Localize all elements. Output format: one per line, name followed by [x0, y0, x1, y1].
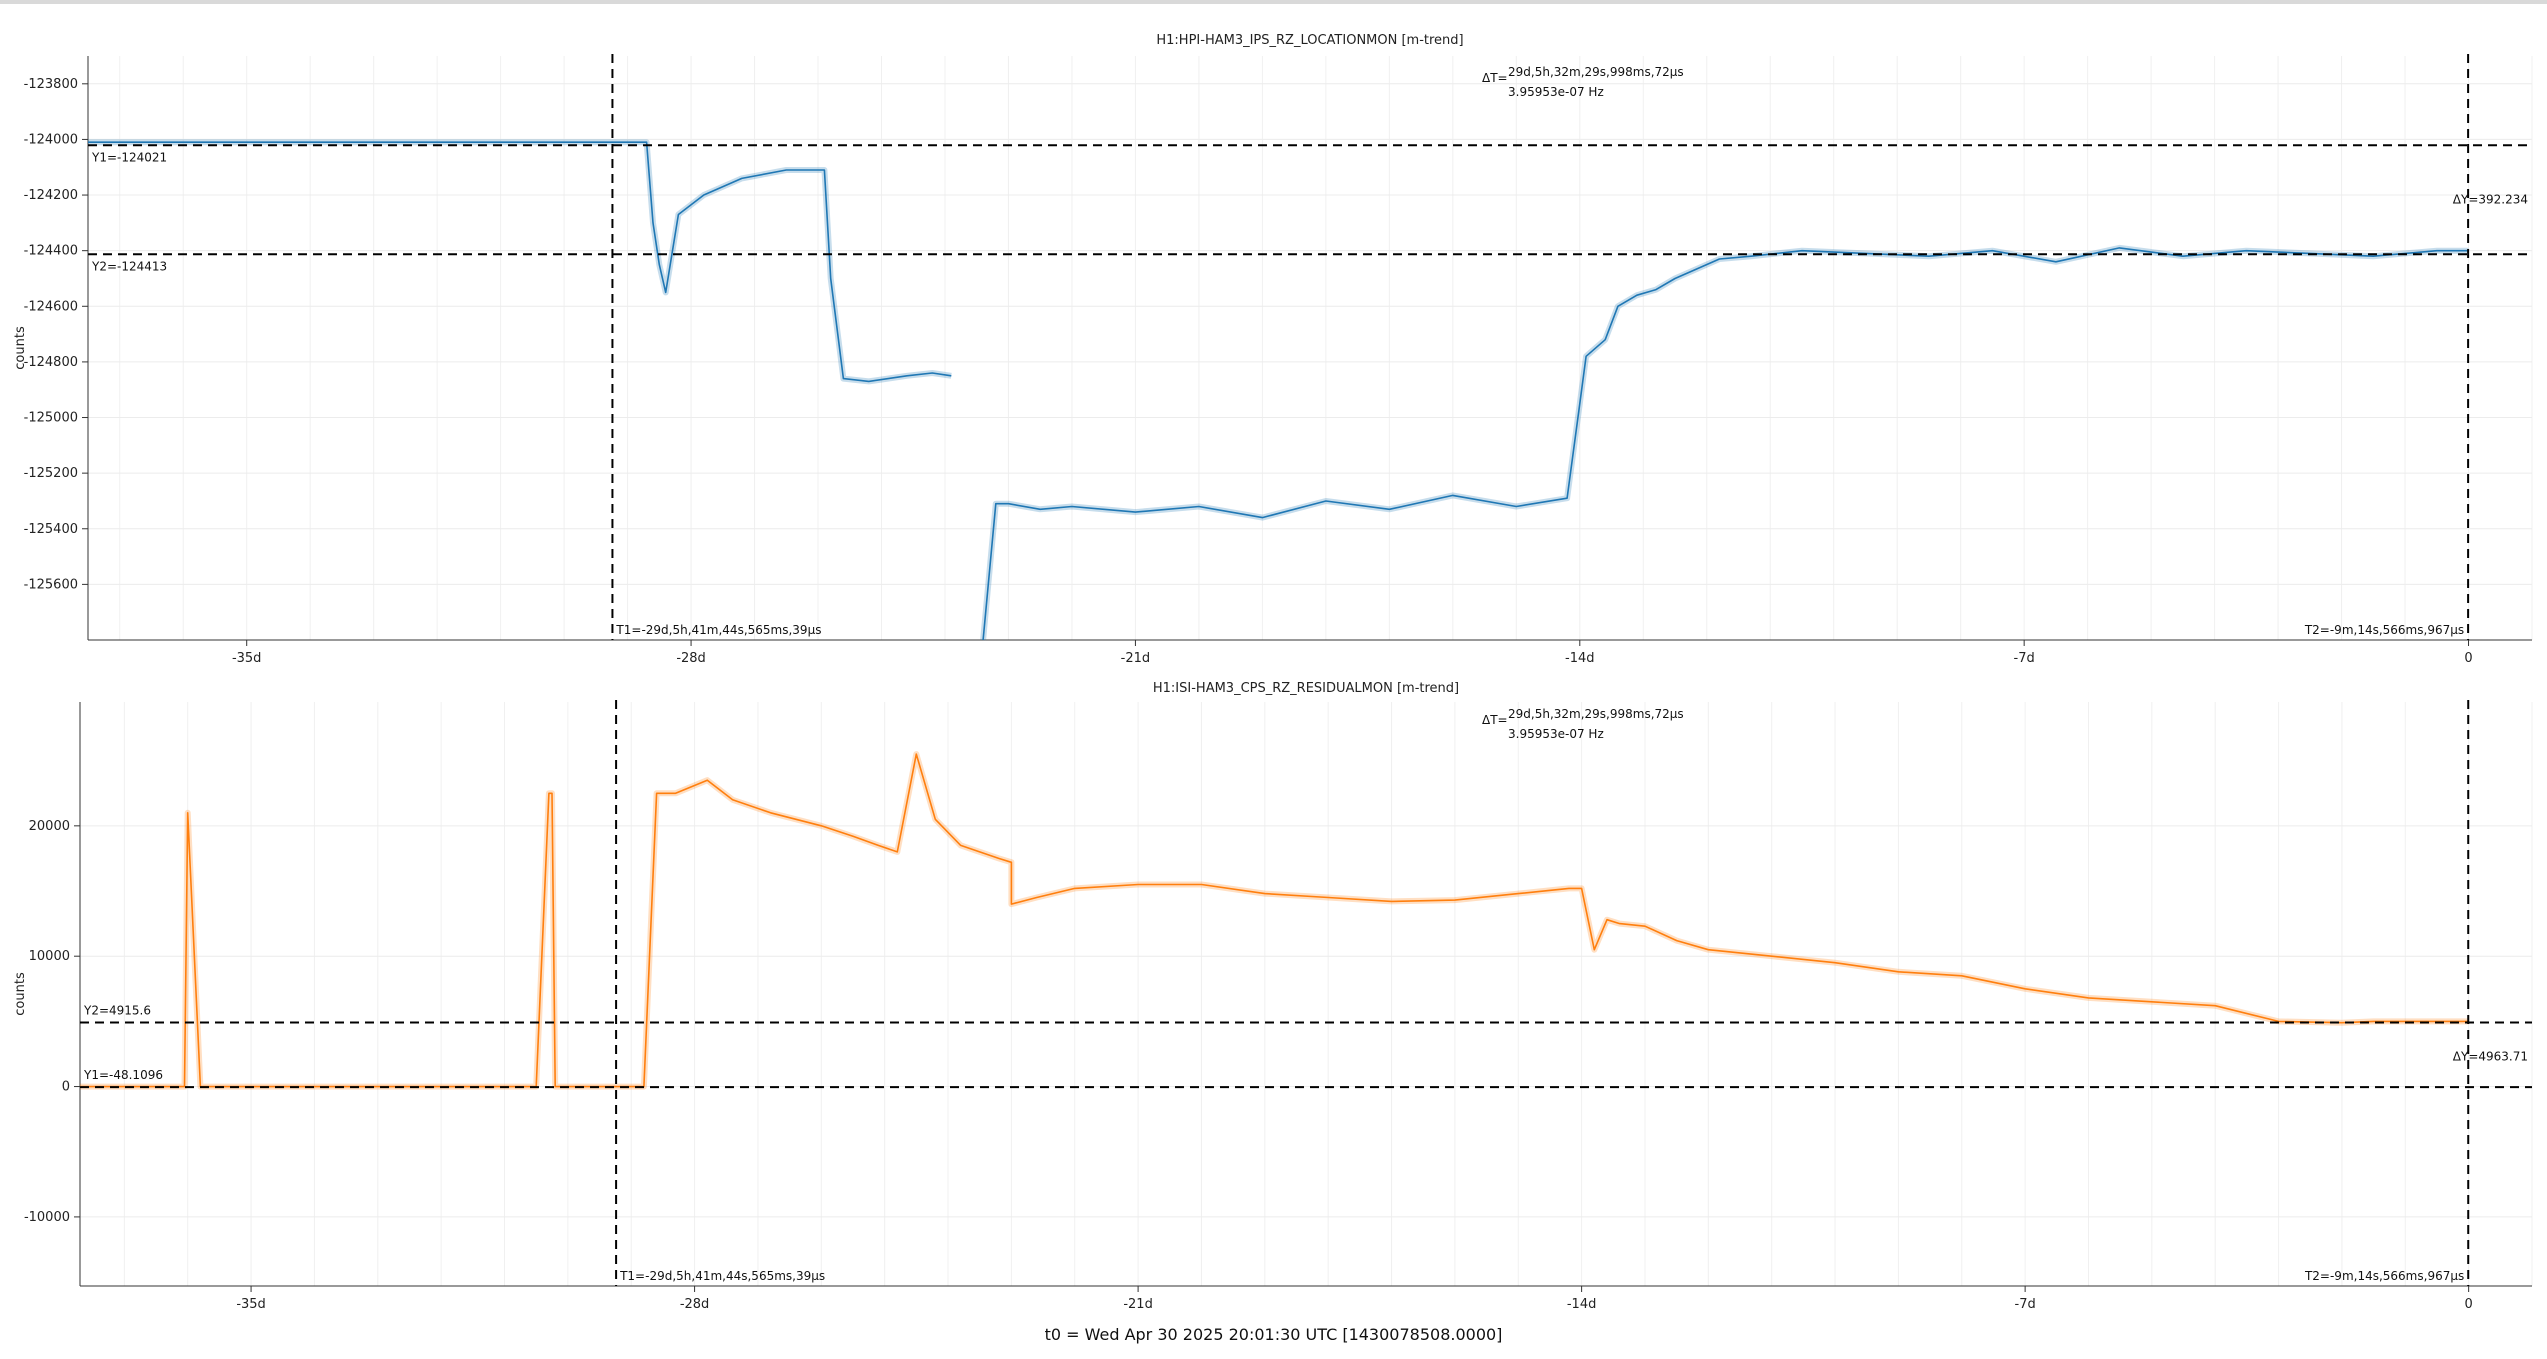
plot-top[interactable]: H1:HPI-HAM3_IPS_RZ_LOCATIONMON [m-trend]…: [0, 0, 2547, 680]
top-x-tick-label: -35d: [232, 651, 262, 666]
top-frequency: 3.95953e-07 Hz: [1508, 85, 1604, 99]
bottom-y2-label: Y2=4915.6: [83, 1003, 151, 1017]
bottom-x-tick-label: -35d: [236, 1297, 266, 1312]
top-y-tick-label: -125000: [24, 411, 78, 426]
top-x-tick-label: -7d: [2014, 651, 2035, 666]
bottom-y-tick-label: 20000: [29, 819, 70, 834]
top-y-tick-label: -125200: [24, 466, 78, 481]
top-x-tick-label: -21d: [1121, 651, 1151, 666]
top-dy-label: ΔY=392.234: [2453, 192, 2528, 206]
bottom-y-tick-label: 10000: [29, 949, 70, 964]
bottom-x-tick-label: -21d: [1123, 1297, 1153, 1312]
top-y-tick-label: -124600: [24, 299, 78, 314]
top-dt-value: 29d,5h,32m,29s,998ms,72µs: [1508, 65, 1684, 79]
top-y-axis-label: counts: [13, 326, 28, 370]
top-t1-label: T1=-29d,5h,41m,44s,565ms,39µs: [615, 623, 821, 637]
top-y2-label: Y2=-124413: [91, 259, 167, 273]
bottom-dy-label: ΔY=4963.71: [2453, 1049, 2528, 1063]
top-series-line: [88, 141, 2469, 641]
bottom-x-tick-label: -28d: [680, 1297, 710, 1312]
bottom-t2-label: T2=-9m,14s,566ms,967µs: [2304, 1269, 2464, 1283]
top-y1-label: Y1=-124021: [91, 150, 167, 164]
bottom-dt-prefix: ΔT=: [1482, 713, 1508, 727]
top-y-tick-label: -125600: [24, 577, 78, 592]
top-dt-prefix: ΔT=: [1482, 71, 1508, 85]
bottom-y-tick-label: 0: [62, 1080, 70, 1095]
top-y-tick-label: -123800: [24, 77, 78, 92]
top-x-tick-label: -28d: [676, 651, 706, 666]
top-x-tick-label: 0: [2464, 651, 2472, 666]
top-chart-title: H1:HPI-HAM3_IPS_RZ_LOCATIONMON [m-trend]: [1156, 33, 1463, 48]
bottom-x-tick-label: 0: [2465, 1297, 2473, 1312]
bottom-t1-label: T1=-29d,5h,41m,44s,565ms,39µs: [619, 1269, 825, 1283]
bottom-x-tick-label: -7d: [2015, 1297, 2036, 1312]
t0-footer: t0 = Wed Apr 30 2025 20:01:30 UTC [14300…: [1044, 1325, 1503, 1344]
top-x-tick-label: -14d: [1565, 651, 1595, 666]
top-series-envelope: [88, 139, 2469, 641]
top-y-tick-label: -124400: [24, 244, 78, 259]
bottom-y1-label: Y1=-48.1096: [83, 1068, 163, 1082]
top-y-tick-label: -124200: [24, 188, 78, 203]
bottom-y-axis-label: counts: [13, 972, 28, 1016]
bottom-dt-value: 29d,5h,32m,29s,998ms,72µs: [1508, 707, 1684, 721]
top-y-tick-label: -124800: [24, 355, 78, 370]
bottom-y-tick-label: -10000: [24, 1210, 70, 1225]
plot-bottom[interactable]: H1:ISI-HAM3_CPS_RZ_RESIDUALMON [m-trend]…: [0, 680, 2547, 1320]
bottom-series-line: [80, 753, 2469, 1088]
bottom-chart-title: H1:ISI-HAM3_CPS_RZ_RESIDUALMON [m-trend]: [1153, 681, 1459, 696]
top-y-tick-label: -124000: [24, 132, 78, 147]
window-top-border: [0, 0, 2547, 4]
top-t2-label: T2=-9m,14s,566ms,967µs: [2304, 623, 2464, 637]
bottom-x-tick-label: -14d: [1567, 1297, 1597, 1312]
bottom-series-envelope: [80, 751, 2469, 1090]
bottom-frequency: 3.95953e-07 Hz: [1508, 727, 1604, 741]
top-y-tick-label: -125400: [24, 522, 78, 537]
